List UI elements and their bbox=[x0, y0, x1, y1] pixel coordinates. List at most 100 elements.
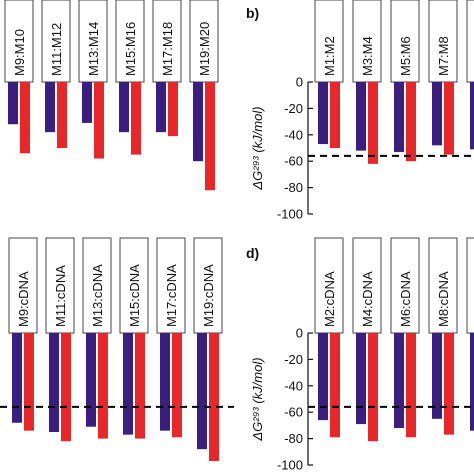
category-label: M13:cDNA bbox=[90, 264, 105, 327]
category-label: M19:M20 bbox=[197, 22, 212, 76]
category-box bbox=[119, 237, 149, 334]
bar bbox=[197, 333, 207, 450]
bar bbox=[172, 333, 182, 438]
category-label: M9:cDNA bbox=[16, 271, 31, 327]
bar bbox=[318, 333, 328, 421]
y-tick-label: -40 bbox=[284, 378, 303, 393]
bar bbox=[318, 82, 328, 145]
category-box bbox=[390, 0, 420, 83]
bar bbox=[45, 82, 55, 133]
category-label: M17:M18 bbox=[160, 22, 175, 76]
bar bbox=[135, 333, 145, 439]
bar bbox=[406, 333, 416, 438]
category-label: M19:cDNA bbox=[201, 264, 216, 327]
bar bbox=[168, 82, 178, 137]
bar bbox=[368, 82, 378, 164]
category-box bbox=[152, 0, 182, 83]
bar bbox=[131, 82, 141, 155]
category-box bbox=[314, 0, 344, 83]
bar bbox=[8, 82, 18, 125]
y-axis-label: ΔG²⁹³ (kJ/mol) bbox=[250, 106, 265, 190]
bar bbox=[470, 82, 474, 150]
bar bbox=[82, 82, 92, 123]
panel-label: b) bbox=[246, 5, 259, 21]
bar bbox=[205, 82, 215, 191]
bar bbox=[98, 333, 108, 439]
bar bbox=[119, 82, 129, 133]
category-label: M15:M16 bbox=[123, 22, 138, 76]
category-box bbox=[466, 0, 474, 83]
bar bbox=[160, 333, 170, 431]
category-label: M1:M2 bbox=[322, 36, 337, 76]
category-label: M3:M4 bbox=[360, 36, 375, 76]
y-tick-label: -20 bbox=[284, 352, 303, 367]
bar bbox=[57, 82, 67, 148]
category-label: M9:M10 bbox=[12, 29, 27, 76]
category-box bbox=[4, 0, 34, 83]
category-box bbox=[428, 237, 458, 334]
category-box bbox=[115, 0, 145, 83]
bar bbox=[394, 333, 404, 429]
bar bbox=[330, 333, 340, 438]
bar bbox=[156, 82, 166, 133]
y-tick-label: -80 bbox=[284, 180, 303, 195]
category-box bbox=[156, 237, 186, 334]
category-label: M11:cDNA bbox=[53, 265, 68, 327]
category-box bbox=[314, 237, 344, 334]
category-label: M13:M14 bbox=[86, 22, 101, 76]
bar bbox=[209, 333, 219, 462]
bar bbox=[356, 82, 366, 151]
bar bbox=[444, 333, 454, 435]
bar bbox=[86, 333, 96, 427]
bar bbox=[12, 333, 22, 423]
y-tick-label: -80 bbox=[284, 431, 303, 446]
y-tick-label: 0 bbox=[296, 326, 303, 341]
category-box bbox=[45, 237, 75, 334]
bar bbox=[94, 82, 104, 159]
category-box bbox=[352, 237, 382, 334]
bar bbox=[444, 82, 454, 155]
category-box bbox=[352, 0, 382, 83]
category-box bbox=[390, 237, 420, 334]
category-box bbox=[189, 0, 219, 83]
category-label: M6:cDNA bbox=[398, 271, 413, 327]
category-box bbox=[78, 0, 108, 83]
y-tick-label: -60 bbox=[284, 154, 303, 169]
category-label: M5:M6 bbox=[398, 36, 413, 76]
y-tick-label: -20 bbox=[284, 101, 303, 116]
bar bbox=[24, 333, 34, 431]
category-box bbox=[41, 0, 71, 83]
bar bbox=[193, 82, 203, 162]
category-label: M7:M8 bbox=[436, 36, 451, 76]
category-label: M15:cDNA bbox=[127, 264, 142, 327]
y-tick-label: -100 bbox=[277, 458, 303, 473]
bar bbox=[123, 333, 133, 435]
bar bbox=[432, 333, 442, 419]
bar bbox=[406, 82, 416, 162]
y-tick-label: -100 bbox=[277, 207, 303, 222]
y-tick-label: 0 bbox=[296, 75, 303, 90]
category-label: M4:cDNA bbox=[360, 271, 375, 327]
bar bbox=[394, 82, 404, 152]
category-box bbox=[8, 237, 38, 334]
bar bbox=[20, 82, 30, 154]
category-label: M2:cDNA bbox=[322, 271, 337, 327]
bar bbox=[368, 333, 378, 442]
bar bbox=[330, 82, 340, 148]
bar bbox=[61, 333, 71, 442]
bar bbox=[356, 333, 366, 425]
category-label: M11:M12 bbox=[49, 23, 64, 76]
bar bbox=[49, 333, 59, 432]
category-box bbox=[193, 237, 223, 334]
panel-label: d) bbox=[246, 245, 259, 261]
y-tick-label: -60 bbox=[284, 405, 303, 420]
bar bbox=[470, 333, 474, 431]
y-axis-label: ΔG²⁹³ (kJ/mol) bbox=[250, 357, 265, 441]
bar bbox=[432, 82, 442, 146]
category-box bbox=[82, 237, 112, 334]
category-label: M8:cDNA bbox=[436, 271, 451, 327]
y-tick-label: -40 bbox=[284, 127, 303, 142]
category-label: M17:cDNA bbox=[164, 264, 179, 327]
category-box bbox=[466, 237, 474, 334]
